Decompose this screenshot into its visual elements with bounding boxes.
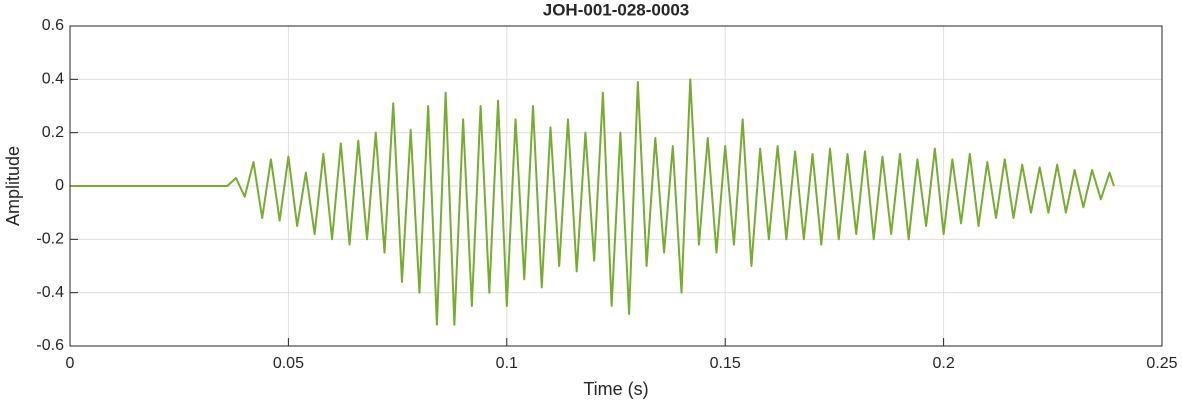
plot-frame [69, 25, 1163, 347]
y-tick-label: 0.6 [42, 17, 64, 34]
x-tick-label: 0.05 [273, 355, 304, 372]
y-tick-label: 0.4 [42, 71, 64, 88]
x-tick-label: 0.2 [932, 355, 954, 372]
y-tick-label: -0.2 [36, 231, 64, 248]
x-tick-label: 0.25 [1146, 355, 1177, 372]
chart-title: JOH-001-028-0003 [543, 0, 689, 19]
x-tick-label: 0.1 [496, 355, 518, 372]
waveform-line [70, 78, 1115, 326]
y-tick-label: -0.6 [36, 337, 64, 354]
x-axis-label: Time (s) [583, 379, 648, 399]
x-tick-label: 0 [66, 355, 75, 372]
y-tick-label: 0 [55, 177, 64, 194]
y-tick-label: 0.2 [42, 124, 64, 141]
x-tick-label: 0.15 [710, 355, 741, 372]
y-tick-label: -0.4 [36, 284, 64, 301]
y-axis-label: Amplitude [3, 146, 23, 226]
